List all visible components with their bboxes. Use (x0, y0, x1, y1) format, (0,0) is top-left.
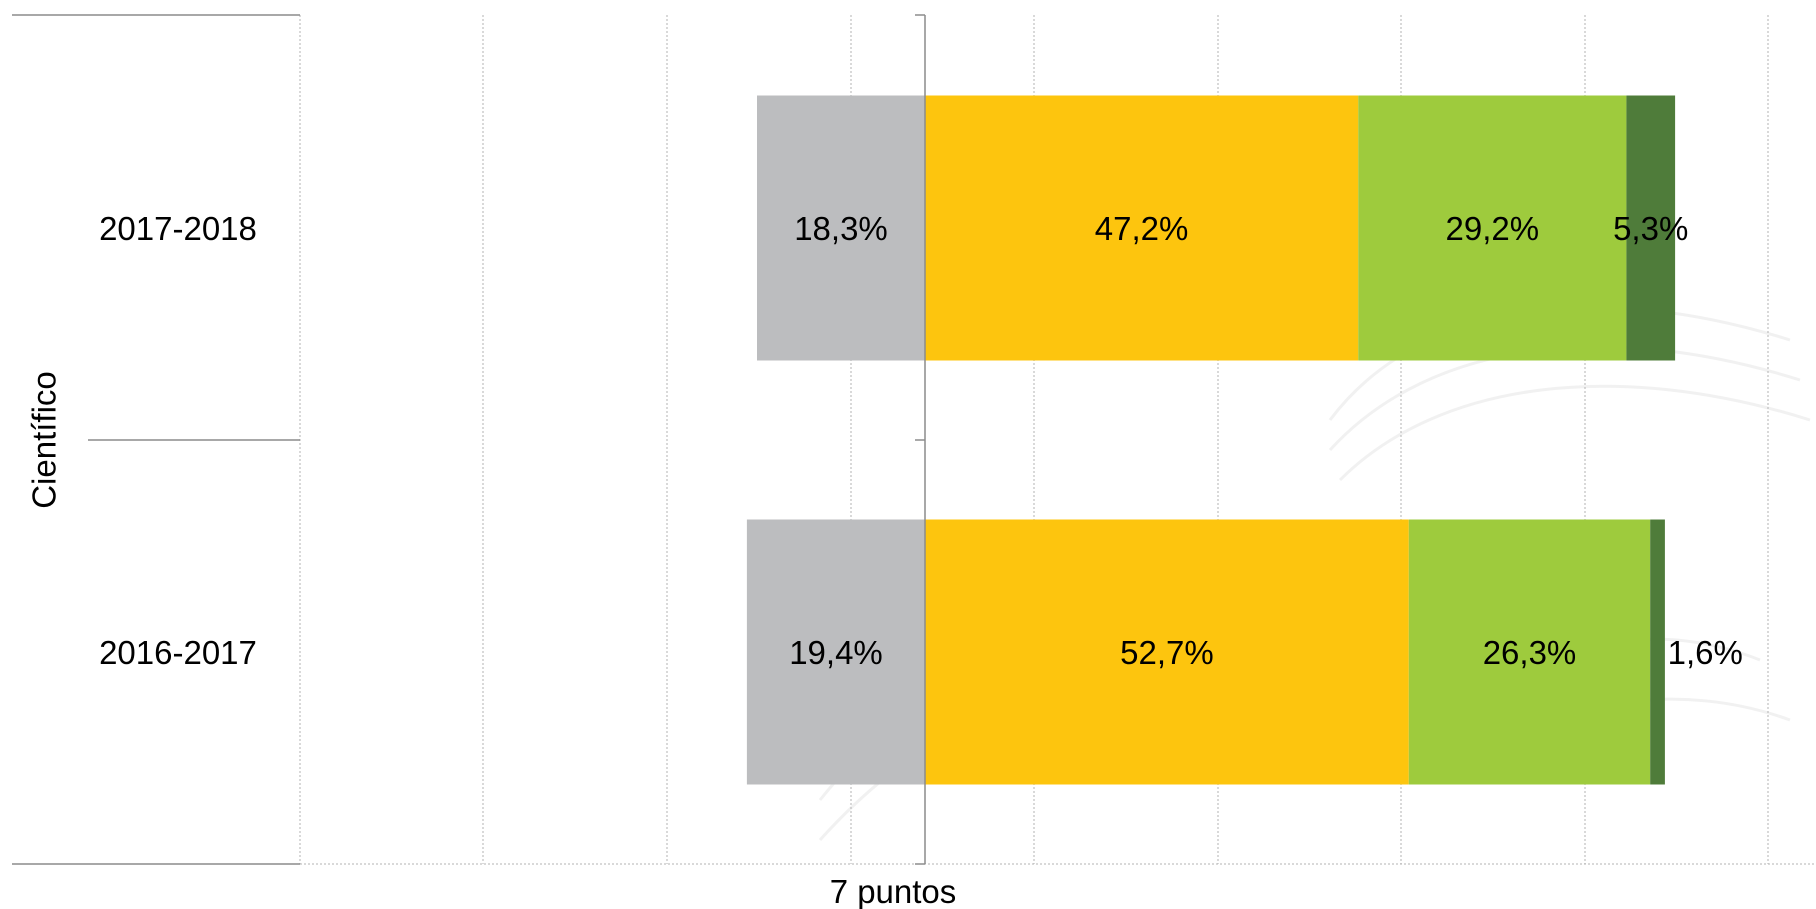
bar-2017-2018-series-3 (1626, 95, 1676, 361)
bar-2017-2018-series-2 (1358, 95, 1627, 361)
data-label-2017-2018-series-0: 18,3% (794, 210, 888, 247)
category-label-2016-2017: 2016-2017 (99, 634, 257, 671)
bar-2016-2017-series-3 (1650, 519, 1665, 785)
data-label-2017-2018-series-3: 5,3% (1613, 210, 1688, 247)
data-label-2017-2018-series-2: 29,2% (1446, 210, 1540, 247)
group-label: Científico (26, 371, 63, 509)
data-label-2016-2017-series-1: 52,7% (1120, 634, 1214, 671)
bar-2017-2018-series-0 (757, 95, 925, 361)
data-label-2016-2017-series-0: 19,4% (789, 634, 883, 671)
category-label-2017-2018: 2017-2018 (99, 210, 257, 247)
bars (746, 95, 1676, 785)
bar-2017-2018-series-1 (925, 95, 1359, 361)
bar-2016-2017-series-1 (925, 519, 1409, 785)
data-labels: 18,3% 47,2% 29,2% 5,3% 19,4% 52,7% 26,3% 1,6% (789, 210, 1743, 671)
data-label-2016-2017-series-2: 26,3% (1483, 634, 1577, 671)
bar-2016-2017-series-2 (1408, 519, 1651, 785)
data-label-2017-2018-series-1: 47,2% (1095, 210, 1189, 247)
bar-2016-2017-series-0 (746, 519, 925, 785)
reference-label: 7 puntos (830, 873, 957, 909)
data-label-2016-2017-series-3: 1,6% (1668, 634, 1743, 671)
